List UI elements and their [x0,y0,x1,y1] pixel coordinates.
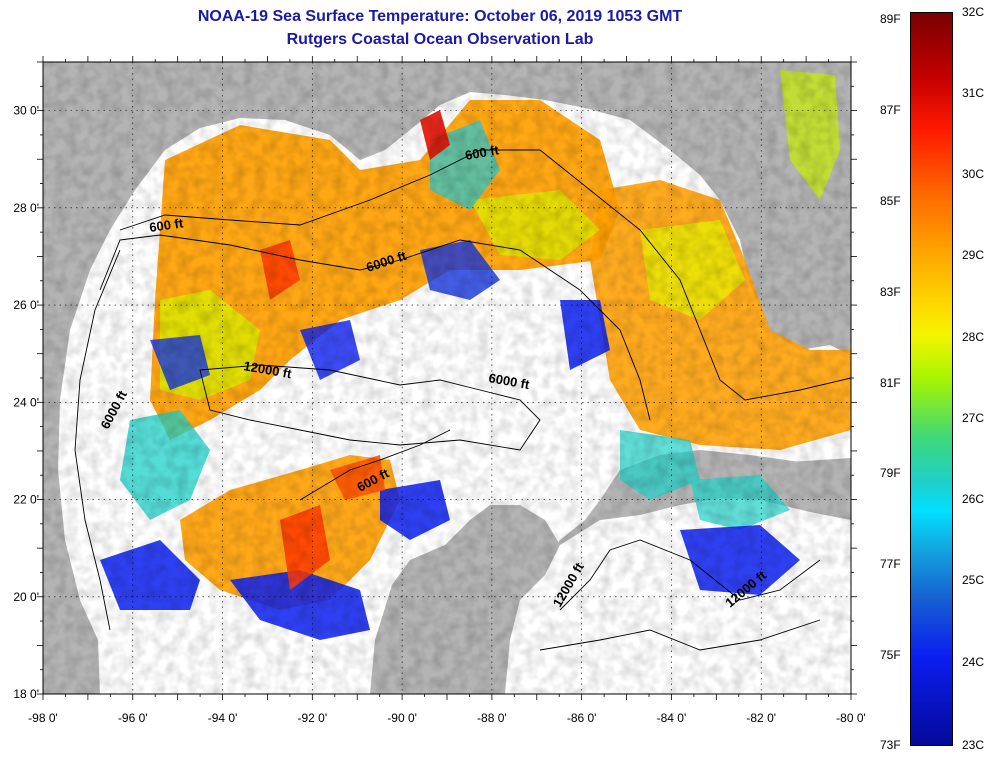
lon-tick-label: -88 0' [477,711,507,725]
lon-tick-label: -84 0' [657,711,687,725]
lat-tick-label: 24 0' [13,395,39,409]
contour-6000ft-north [99,234,651,421]
latitude-axis: 18 0' 20 0' 22 0' 24 0' 26 0' 28 0' 30 0… [13,104,39,701]
colorbar-c-label: 30C [962,167,985,181]
lon-tick-label: -92 0' [298,711,328,725]
colorbar-c-label: 28C [962,330,985,344]
colorbar-f-label: 81F [880,376,901,390]
map-title: NOAA-19 Sea Surface Temperature: October… [197,8,683,25]
contour-12000ft [199,364,541,451]
contour-600ft-south [299,429,451,501]
lat-tick-label: 20 0' [13,590,39,604]
lon-tick-label: -80 0' [836,711,866,725]
contour-label: 600 ft [148,215,184,235]
contour-label: 600 ft [464,142,501,163]
contour-label: 6000 ft [487,370,531,392]
colorbar-c-label: 23C [962,738,985,752]
colorbar-c-label: 25C [962,573,985,587]
temperature-colorbar [910,12,953,746]
colorbar-f-label: 79F [880,466,901,480]
colorbar-f-label: 87F [880,103,901,117]
lat-tick-label: 28 0' [13,201,39,215]
colorbar-f-label: 89F [880,12,901,26]
colorbar-f-label: 75F [880,648,901,662]
colorbar-c-label: 32C [962,5,985,19]
graticule [43,62,851,694]
colorbar-c-label: 31C [962,86,985,100]
contour-6000ft-west [74,249,121,631]
lat-tick-label: 26 0' [13,298,39,312]
colorbar-c-label: 24C [962,655,985,669]
longitude-axis: -98 0' -96 0' -94 0' -92 0' -90 0' -88 0… [28,711,866,725]
lon-tick-label: -98 0' [28,711,58,725]
colorbar-f-label: 83F [880,285,901,299]
axis-ticks [37,56,857,700]
bathymetry-contours [74,149,851,651]
lon-tick-label: -86 0' [567,711,597,725]
lon-tick-label: -90 0' [387,711,417,725]
lat-tick-label: 22 0' [13,493,39,507]
colorbar-f-label: 77F [880,557,901,571]
colorbar-c-label: 27C [962,411,985,425]
lon-tick-label: -82 0' [746,711,776,725]
contour-600ft-north [119,149,851,401]
sst-speckle-texture [43,62,851,694]
colorbar-f-label: 85F [880,194,901,208]
colorbar-c-label: 29C [962,248,985,262]
lon-tick-label: -96 0' [118,711,148,725]
contour-12000ft-caribbean [559,539,821,611]
contour-deep-caribbean [539,619,821,651]
colorbar-f-label: 73F [880,738,901,752]
lat-tick-label: 18 0' [13,687,39,701]
colorbar-c-label: 26C [962,492,985,506]
map-subtitle: Rutgers Coastal Ocean Observation Lab [286,31,594,48]
lon-tick-label: -94 0' [208,711,238,725]
lat-tick-label: 30 0' [13,104,39,118]
